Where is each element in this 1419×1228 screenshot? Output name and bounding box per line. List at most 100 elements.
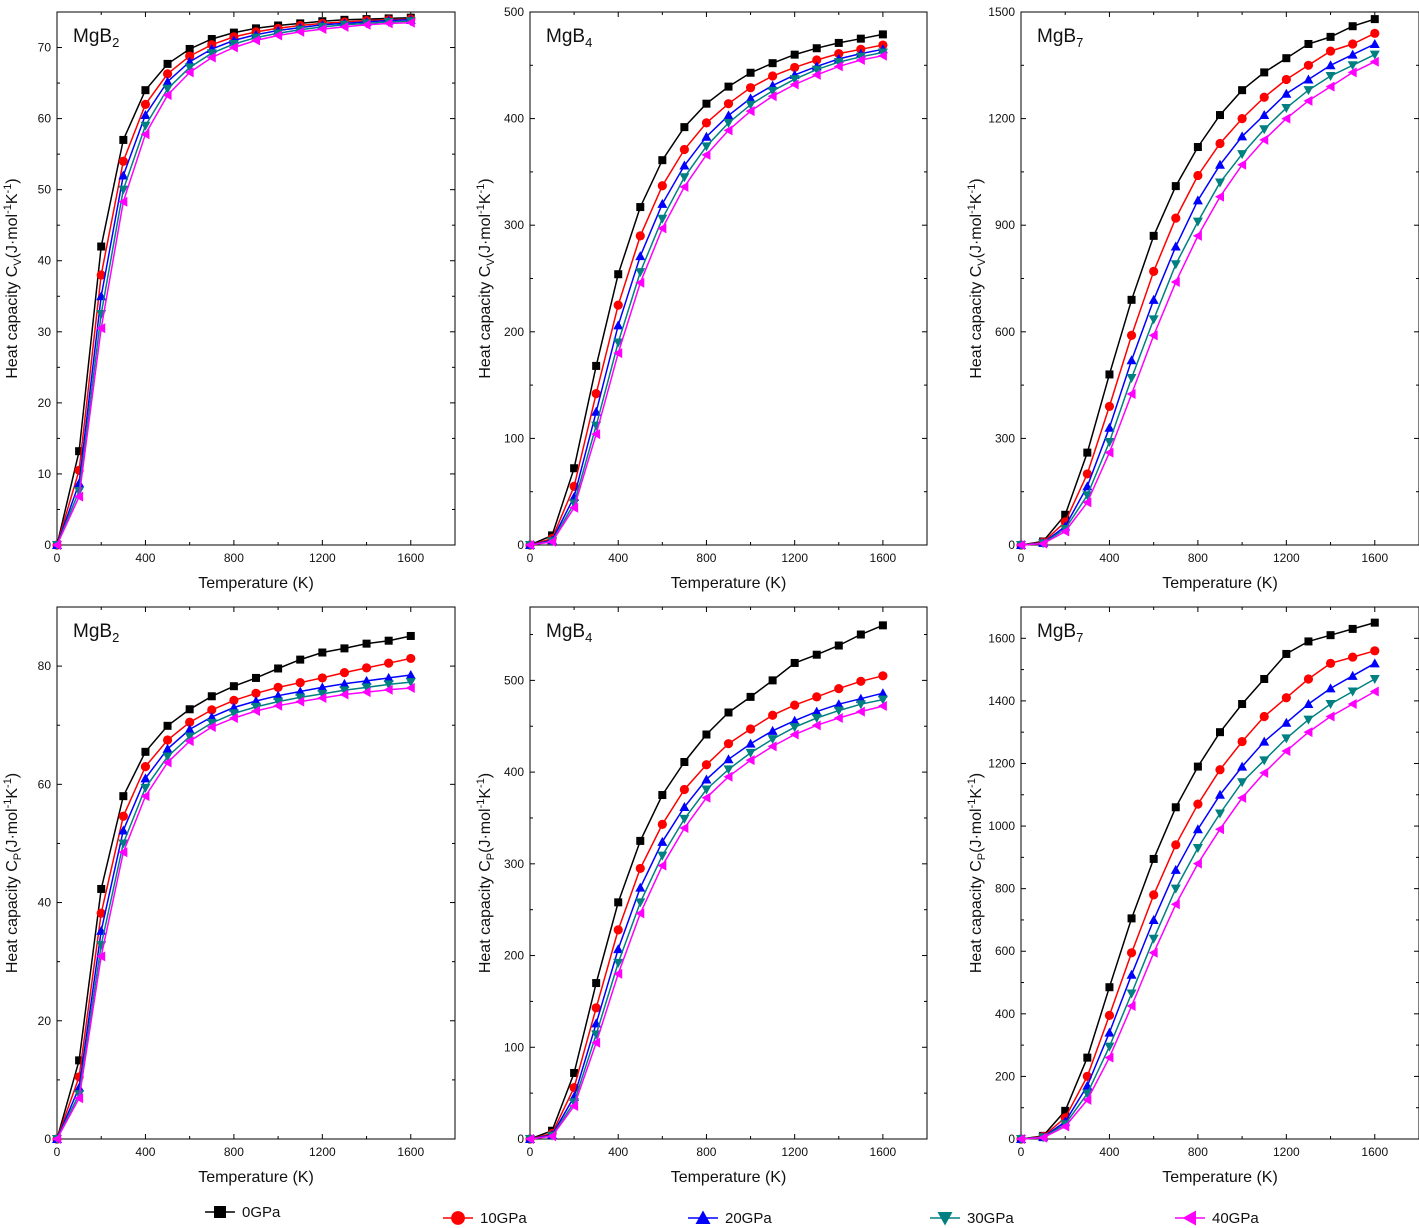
data-point — [185, 44, 194, 53]
data-point — [1215, 765, 1225, 775]
data-point — [1192, 230, 1202, 241]
data-point — [679, 181, 689, 192]
data-point — [745, 100, 756, 110]
data-point — [384, 658, 394, 668]
data-point — [1282, 649, 1291, 658]
data-point — [877, 695, 888, 705]
data-point — [1237, 736, 1247, 747]
data-point — [273, 30, 283, 41]
series-30GPa — [1016, 50, 1380, 550]
series-10GPa — [1016, 28, 1380, 550]
data-point — [140, 129, 150, 140]
data-point — [252, 673, 260, 682]
data-point — [406, 631, 415, 640]
data-point — [657, 181, 667, 191]
y-tick-label: 200 — [504, 325, 524, 339]
data-point — [206, 711, 217, 721]
y-tick-label: 20 — [38, 396, 52, 410]
x-tick-label: 0 — [1018, 1145, 1025, 1159]
panel-label: MgB2 — [73, 26, 119, 50]
x-axis-title: Temperature (K) — [198, 575, 314, 592]
legend-label: 10GPa — [480, 1210, 527, 1227]
panel-label: MgB4 — [546, 26, 592, 50]
data-point — [1259, 756, 1270, 766]
data-point — [767, 91, 777, 102]
data-point — [723, 118, 734, 128]
data-point — [1126, 355, 1137, 365]
series-line-10GPa — [1020, 650, 1376, 1140]
data-point — [613, 338, 624, 348]
series-line-30GPa — [1020, 678, 1376, 1140]
data-point — [141, 747, 150, 756]
data-point — [635, 863, 645, 874]
data-point — [1083, 1053, 1092, 1062]
plot-frame — [56, 606, 456, 1140]
data-point — [746, 68, 755, 77]
series-line-0GPa — [1020, 621, 1376, 1140]
data-point — [1148, 934, 1159, 944]
data-point — [1192, 843, 1203, 853]
data-point — [613, 320, 624, 330]
data-point — [767, 741, 777, 752]
data-point — [251, 706, 260, 717]
legend-marker — [451, 1211, 465, 1225]
data-point — [1369, 50, 1380, 60]
data-point — [1104, 422, 1115, 432]
data-point — [405, 682, 415, 693]
legend-item-30GPa: 30GPa — [930, 1210, 1014, 1227]
data-point — [833, 58, 844, 68]
data-point — [767, 725, 778, 735]
y-tick-label: 70 — [38, 41, 52, 55]
data-point — [1369, 56, 1379, 67]
data-point — [140, 791, 150, 802]
data-point — [228, 42, 238, 53]
x-tick-label: 800 — [1188, 551, 1208, 565]
data-point — [52, 1134, 61, 1144]
data-point — [570, 464, 579, 473]
data-point — [383, 18, 393, 29]
data-point — [1259, 134, 1269, 145]
data-point — [1149, 854, 1158, 863]
y-tick-label: 1600 — [988, 631, 1015, 645]
data-point — [856, 630, 865, 639]
data-point — [206, 718, 217, 728]
series-20GPa — [1016, 658, 1380, 1143]
data-point — [856, 34, 865, 43]
data-point — [811, 69, 821, 80]
data-point — [206, 52, 216, 63]
data-point — [184, 724, 195, 734]
data-point — [812, 692, 822, 702]
data-point — [658, 156, 667, 165]
data-point — [1149, 266, 1159, 276]
y-tick-label: 60 — [38, 112, 52, 126]
y-tick-label: 0 — [44, 1132, 51, 1146]
data-point — [1061, 1106, 1070, 1115]
data-point — [768, 676, 777, 685]
y-tick-label: 500 — [504, 5, 524, 19]
data-point — [591, 1037, 601, 1048]
data-point — [569, 502, 579, 513]
data-point — [361, 687, 371, 698]
series-30GPa — [1016, 674, 1380, 1144]
x-tick-label: 800 — [696, 551, 716, 565]
y-tick-label: 20 — [38, 1014, 52, 1028]
series-10GPa — [525, 671, 888, 1144]
y-tick-label: 1200 — [988, 112, 1015, 126]
data-point — [184, 736, 194, 747]
data-point — [570, 1068, 579, 1077]
data-point — [162, 84, 173, 94]
series-line-0GPa — [1020, 18, 1376, 546]
data-point — [702, 730, 711, 739]
data-point — [1149, 231, 1158, 240]
data-point — [251, 702, 261, 712]
data-point — [789, 729, 799, 740]
data-point — [207, 705, 217, 715]
data-point — [833, 699, 844, 709]
data-point — [1325, 81, 1335, 92]
series-10GPa — [525, 40, 888, 550]
y-tick-label: 0 — [517, 1132, 524, 1146]
x-axis-title: Temperature (K) — [671, 575, 787, 592]
data-point — [1325, 658, 1336, 668]
y-tick-label: 600 — [995, 944, 1015, 958]
data-point — [405, 678, 416, 688]
